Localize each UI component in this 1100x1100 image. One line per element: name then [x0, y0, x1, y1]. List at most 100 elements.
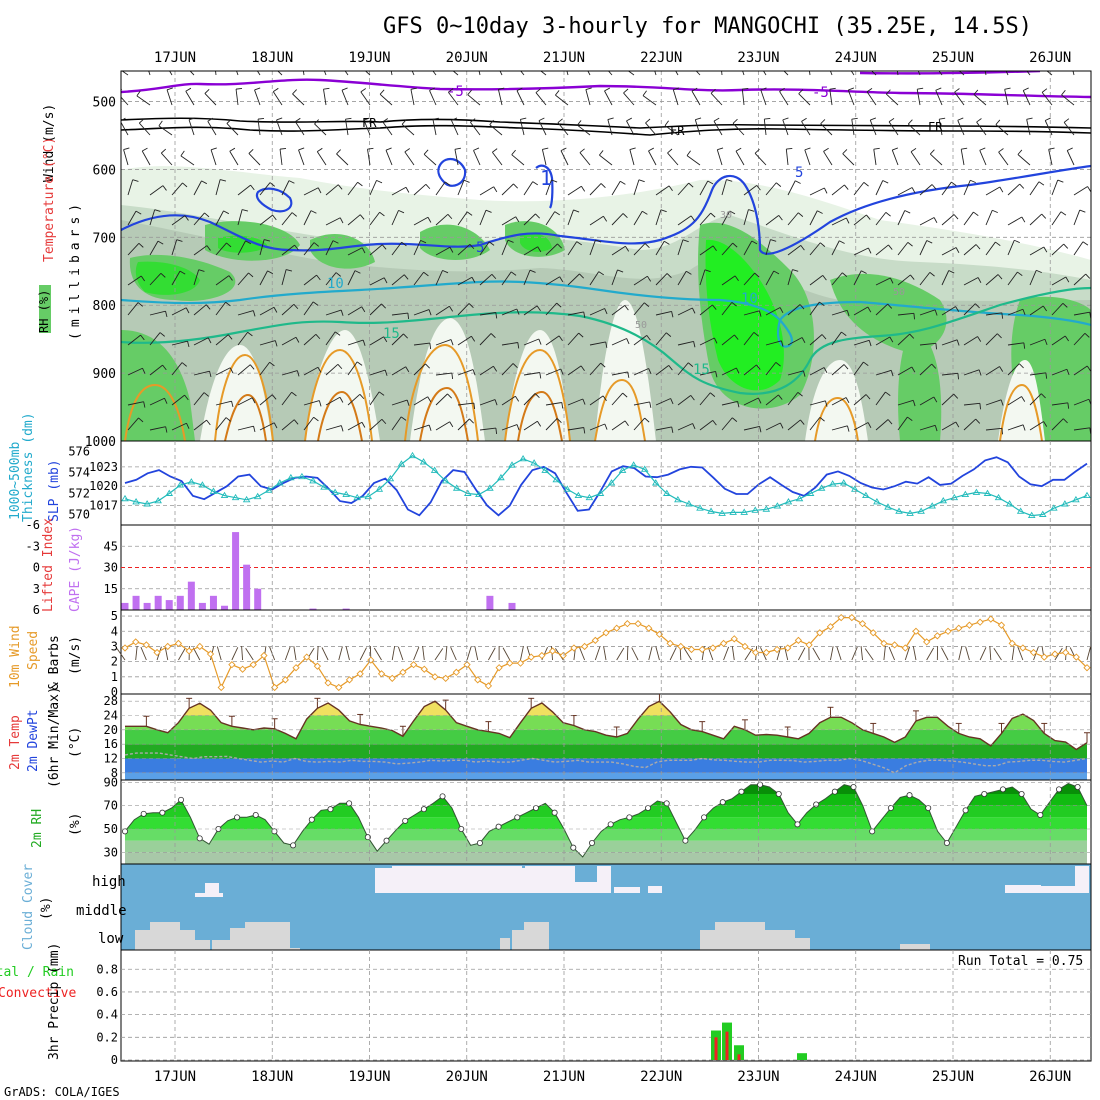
wind-barb — [976, 121, 987, 136]
wind-barb — [985, 274, 999, 286]
wind-barb — [325, 240, 334, 256]
wind-barb-flag — [867, 247, 872, 254]
precip-label-a: Total / Rain — [0, 965, 74, 980]
wind-barb — [787, 392, 799, 406]
wind-barb-flag — [451, 117, 458, 121]
wind-barb-flag — [535, 88, 541, 93]
wind-barb-flag — [512, 363, 518, 368]
wind-barb-flag — [773, 270, 780, 275]
wind-barb — [325, 272, 337, 286]
wind-barb — [413, 216, 429, 226]
wind-barb — [1051, 302, 1064, 316]
wind-speed-point — [313, 662, 322, 670]
wind-barb — [743, 397, 759, 406]
wind-barb-flag — [296, 370, 300, 377]
wind-barb — [567, 311, 584, 316]
cape-bar — [243, 564, 251, 610]
surface-wind-barb — [450, 647, 457, 661]
thickness-point — [972, 488, 981, 495]
wind-barb-flag — [444, 181, 451, 186]
rh-shade-green-8 — [520, 233, 552, 252]
wind-barb-flag — [734, 334, 739, 340]
wind-barb-flag — [160, 148, 167, 154]
rh-point — [1037, 812, 1044, 819]
wind-barb — [577, 124, 591, 136]
wind-barb-flag — [559, 276, 564, 283]
wind-barb — [645, 122, 657, 136]
wind-barb — [589, 341, 606, 346]
wind-barb-flag — [992, 209, 998, 214]
rh-point — [813, 801, 820, 808]
date-tick-label: 25JUN — [932, 1069, 974, 1085]
wind-barb-flag — [622, 213, 628, 218]
wind-barb-flag — [868, 340, 872, 347]
thickness-point — [287, 473, 295, 481]
wind-barb-flag — [385, 147, 392, 151]
wind-barb — [579, 152, 591, 166]
wind-barb — [1051, 402, 1068, 406]
thickness-point — [618, 466, 627, 473]
wind-barb — [787, 337, 803, 346]
wind-barb-flag — [406, 399, 410, 406]
wind-barb — [121, 121, 129, 136]
wind-barb-flag — [495, 427, 498, 435]
wind-barb-flag — [360, 88, 366, 93]
wind-barb — [215, 334, 229, 346]
wind-barb — [611, 181, 621, 196]
wind-barb-flag — [136, 90, 141, 97]
wind-barb — [281, 336, 297, 346]
wind-speed-point — [698, 645, 706, 654]
thickness-point — [198, 481, 207, 488]
wind-barb-flag — [337, 184, 343, 190]
surface-wind-barb — [760, 647, 767, 661]
thickness-tick-label: 576 — [68, 445, 90, 459]
wind-barb-flag — [1036, 269, 1042, 274]
rh-point — [701, 814, 708, 821]
wind-speed-point — [164, 642, 172, 651]
surface-wind-barb — [321, 647, 329, 661]
wind-barb — [457, 276, 473, 286]
wind-barb-flag — [204, 88, 210, 94]
wind-barb — [809, 367, 825, 376]
wind-barb — [367, 149, 371, 166]
wind-barb — [237, 272, 249, 286]
surface-wind-barb — [391, 646, 396, 661]
wind-barb — [897, 399, 914, 406]
wind-barb-flag — [644, 417, 650, 423]
wind-barb — [853, 422, 869, 431]
wind-barb-flag — [340, 425, 344, 432]
wind-barb-flag — [781, 340, 784, 347]
thickness-point — [663, 489, 671, 496]
surface-wind-barb — [1086, 646, 1092, 661]
wind-barb-flag — [1062, 302, 1068, 308]
wind-barb-flag — [800, 419, 805, 425]
wind-barb — [787, 180, 796, 196]
wind-barb-flag — [882, 180, 889, 184]
wind-barb-flag — [754, 148, 760, 154]
pressure-tick-label: 600 — [93, 163, 116, 178]
surface-wind-barb — [860, 646, 863, 661]
wind-barb-flag — [516, 308, 520, 315]
wind-barb-flag — [332, 240, 339, 244]
wind-barb-flag — [1063, 243, 1069, 249]
wind-barb — [429, 90, 437, 106]
wind-barb — [589, 239, 596, 256]
wind-barb — [277, 71, 283, 76]
rh-point — [831, 788, 838, 795]
wind-barb — [710, 92, 723, 106]
wind-barb-flag — [1041, 213, 1047, 219]
rh-band — [125, 852, 1087, 864]
wind-barb — [204, 93, 217, 106]
rh-point — [1018, 791, 1025, 798]
thickness-point — [961, 490, 970, 497]
contour-label: 5 — [795, 165, 803, 181]
date-tick-label: 22JUN — [640, 50, 682, 66]
wind-barb — [303, 301, 314, 316]
surface-wind-barb — [888, 646, 896, 661]
wind-barb — [413, 424, 430, 431]
wind-barb-flag — [1061, 89, 1066, 96]
wind-barb — [451, 120, 459, 136]
wind-barb-flag — [447, 213, 453, 220]
